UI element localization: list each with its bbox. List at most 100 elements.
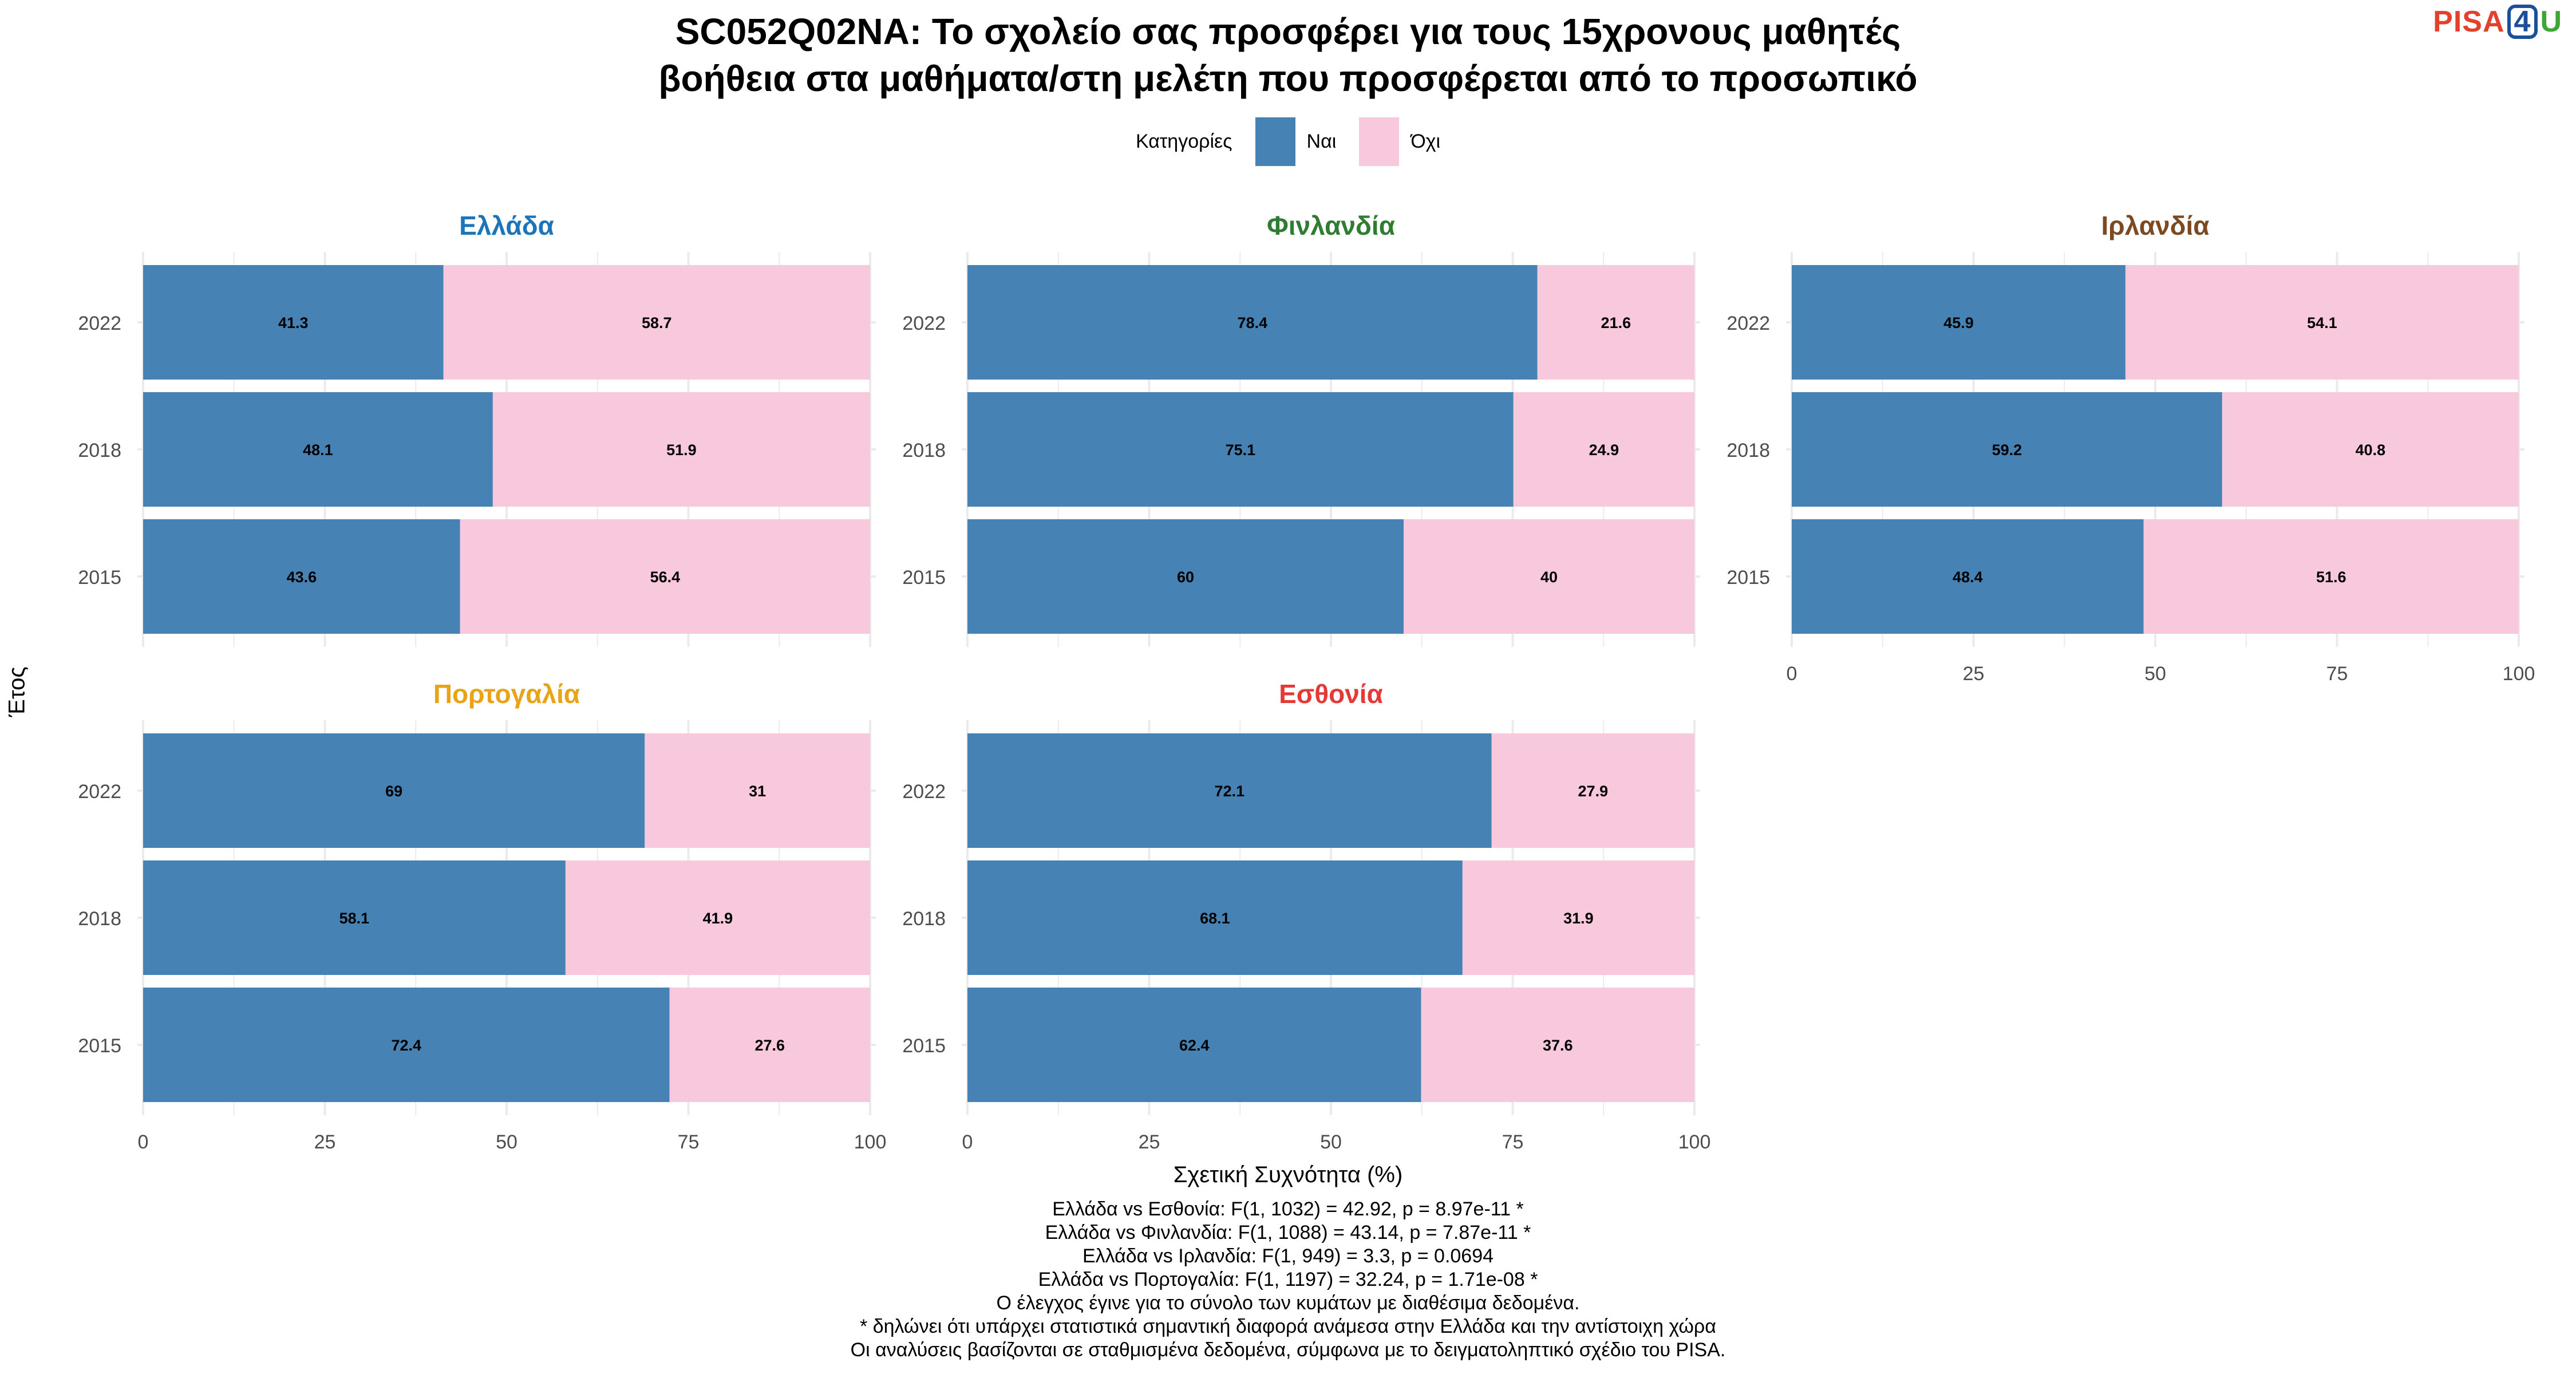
y-tick-label: 2018 [78,908,121,930]
data-label: 48.4 [1953,568,1983,586]
bar-segment [143,519,460,634]
bar-segment [1421,988,1694,1102]
x-tick-label: 50 [1320,1131,1342,1153]
x-tick-label: 100 [1678,1131,1711,1153]
data-label: 54.1 [2307,314,2337,331]
data-label: 41.9 [703,910,733,927]
y-tick-label: 2018 [902,908,946,930]
data-label: 51.6 [2316,568,2346,586]
x-tick-label: 0 [138,1131,149,1153]
y-tick-label: 2018 [1726,440,1770,461]
data-label: 68.1 [1200,910,1230,927]
y-tick-label: 2022 [1726,313,1770,334]
x-tick-label: 75 [1502,1131,1524,1153]
note-line: Ελλάδα vs Ιρλανδία: F(1, 949) = 3.3, p =… [1082,1245,1494,1267]
data-label: 21.6 [1601,314,1631,331]
legend: Κατηγορίες Ναι Όχι [0,117,2576,166]
panel-title: Φινλανδία [1267,211,1395,240]
note-line: Οι αναλύσεις βασίζονται σε σταθμισμένα δ… [850,1339,1726,1361]
bar-segment [1513,392,1694,507]
bar-segment [1491,733,1694,848]
x-tick-label: 25 [314,1131,336,1153]
bar-segment [967,519,1404,634]
data-label: 37.6 [1543,1037,1573,1054]
note-line: Ελλάδα vs Φινλανδία: F(1, 1088) = 43.14,… [1045,1222,1531,1243]
data-label: 27.6 [754,1037,785,1054]
bar-segment [492,392,870,507]
bar-segment [1792,265,2125,380]
data-label: 56.4 [650,568,681,586]
data-label: 41.3 [278,314,309,331]
note-line: Ελλάδα vs Πορτογαλία: F(1, 1197) = 32.24… [1038,1269,1538,1290]
data-label: 45.9 [1943,314,1974,331]
data-label: 60 [1177,568,1194,586]
chart-title-line-2: βοήθεια στα μαθήματα/στη μελέτη που προσ… [658,58,1918,99]
x-tick-label: 50 [2144,663,2166,685]
bar-segment [1404,519,1694,634]
data-label: 24.9 [1589,441,1619,459]
panel-title: Πορτογαλία [433,679,580,709]
data-label: 58.1 [339,910,370,927]
bar-segment [967,265,1538,380]
x-tick-label: 50 [496,1131,517,1153]
legend-label-no: Όχι [1411,131,1441,152]
data-label: 51.9 [666,441,697,459]
note-line: Ο έλεγχος έγινε για το σύνολο των κυμάτω… [996,1292,1580,1314]
panel-title: Ιρλανδία [2101,211,2209,240]
data-label: 72.4 [391,1037,421,1054]
y-tick-label: 2015 [902,567,946,589]
bar-segment [2143,519,2519,634]
note-line: Ελλάδα vs Εσθονία: F(1, 1032) = 42.92, p… [1052,1198,1524,1220]
data-label: 48.1 [303,441,333,459]
statistical-notes: Ελλάδα vs Εσθονία: F(1, 1032) = 42.92, p… [0,1198,2576,1362]
bar-segment [443,265,870,380]
chart-title-line-1: SC052Q02NA: Το σχολείο σας προσφέρει για… [675,11,1901,52]
data-label: 59.2 [1992,441,2022,459]
data-label: 78.4 [1238,314,1268,331]
data-label: 40 [1540,568,1558,586]
legend-title: Κατηγορίες [1135,131,1232,152]
data-label: 69 [385,783,402,800]
logo-text-pisa: PISA [2433,5,2505,38]
data-label: 40.8 [2356,441,2386,459]
bar-segment [645,733,870,848]
data-label: 62.4 [1179,1037,1210,1054]
x-tick-label: 0 [962,1131,973,1153]
bar-segment [2222,392,2519,507]
bar-segment [967,392,1514,507]
x-tick-label: 75 [678,1131,700,1153]
x-tick-label: 100 [2503,663,2535,685]
y-tick-label: 2015 [78,567,121,589]
y-tick-label: 2022 [902,313,946,334]
y-tick-label: 2022 [78,781,121,803]
data-label: 75.1 [1226,441,1256,459]
bar-segment [143,265,444,380]
bar-segment [2125,265,2519,380]
bar-segment [967,733,1492,848]
bar-segment [460,519,870,634]
bar-segment [565,860,870,975]
data-label: 31.9 [1563,910,1594,927]
panel-title: Εσθονία [1279,679,1383,709]
bar-segment [143,860,566,975]
data-label: 72.1 [1215,783,1245,800]
panel-title: Ελλάδα [459,211,554,240]
x-axis-label: Σχετική Συχνότητα (%) [1173,1162,1403,1187]
logo-text-u: U [2540,5,2562,38]
bar-segment [1537,265,1694,380]
bar-segment [143,988,670,1102]
logo-text-4: 4 [2507,5,2538,39]
y-tick-label: 2015 [902,1035,946,1057]
y-tick-label: 2015 [1726,567,1770,589]
x-tick-label: 75 [2326,663,2348,685]
note-line: * δηλώνει ότι υπάρχει στατιστικά σημαντι… [860,1316,1716,1337]
x-tick-label: 0 [1787,663,1797,685]
y-tick-label: 2022 [902,781,946,803]
legend-label-yes: Ναι [1306,131,1337,152]
y-tick-label: 2015 [78,1035,121,1057]
y-tick-label: 2018 [78,440,121,461]
y-tick-label: 2018 [902,440,946,461]
bar-segment [669,988,870,1102]
x-tick-label: 25 [1963,663,1985,685]
bar-segment [143,733,645,848]
